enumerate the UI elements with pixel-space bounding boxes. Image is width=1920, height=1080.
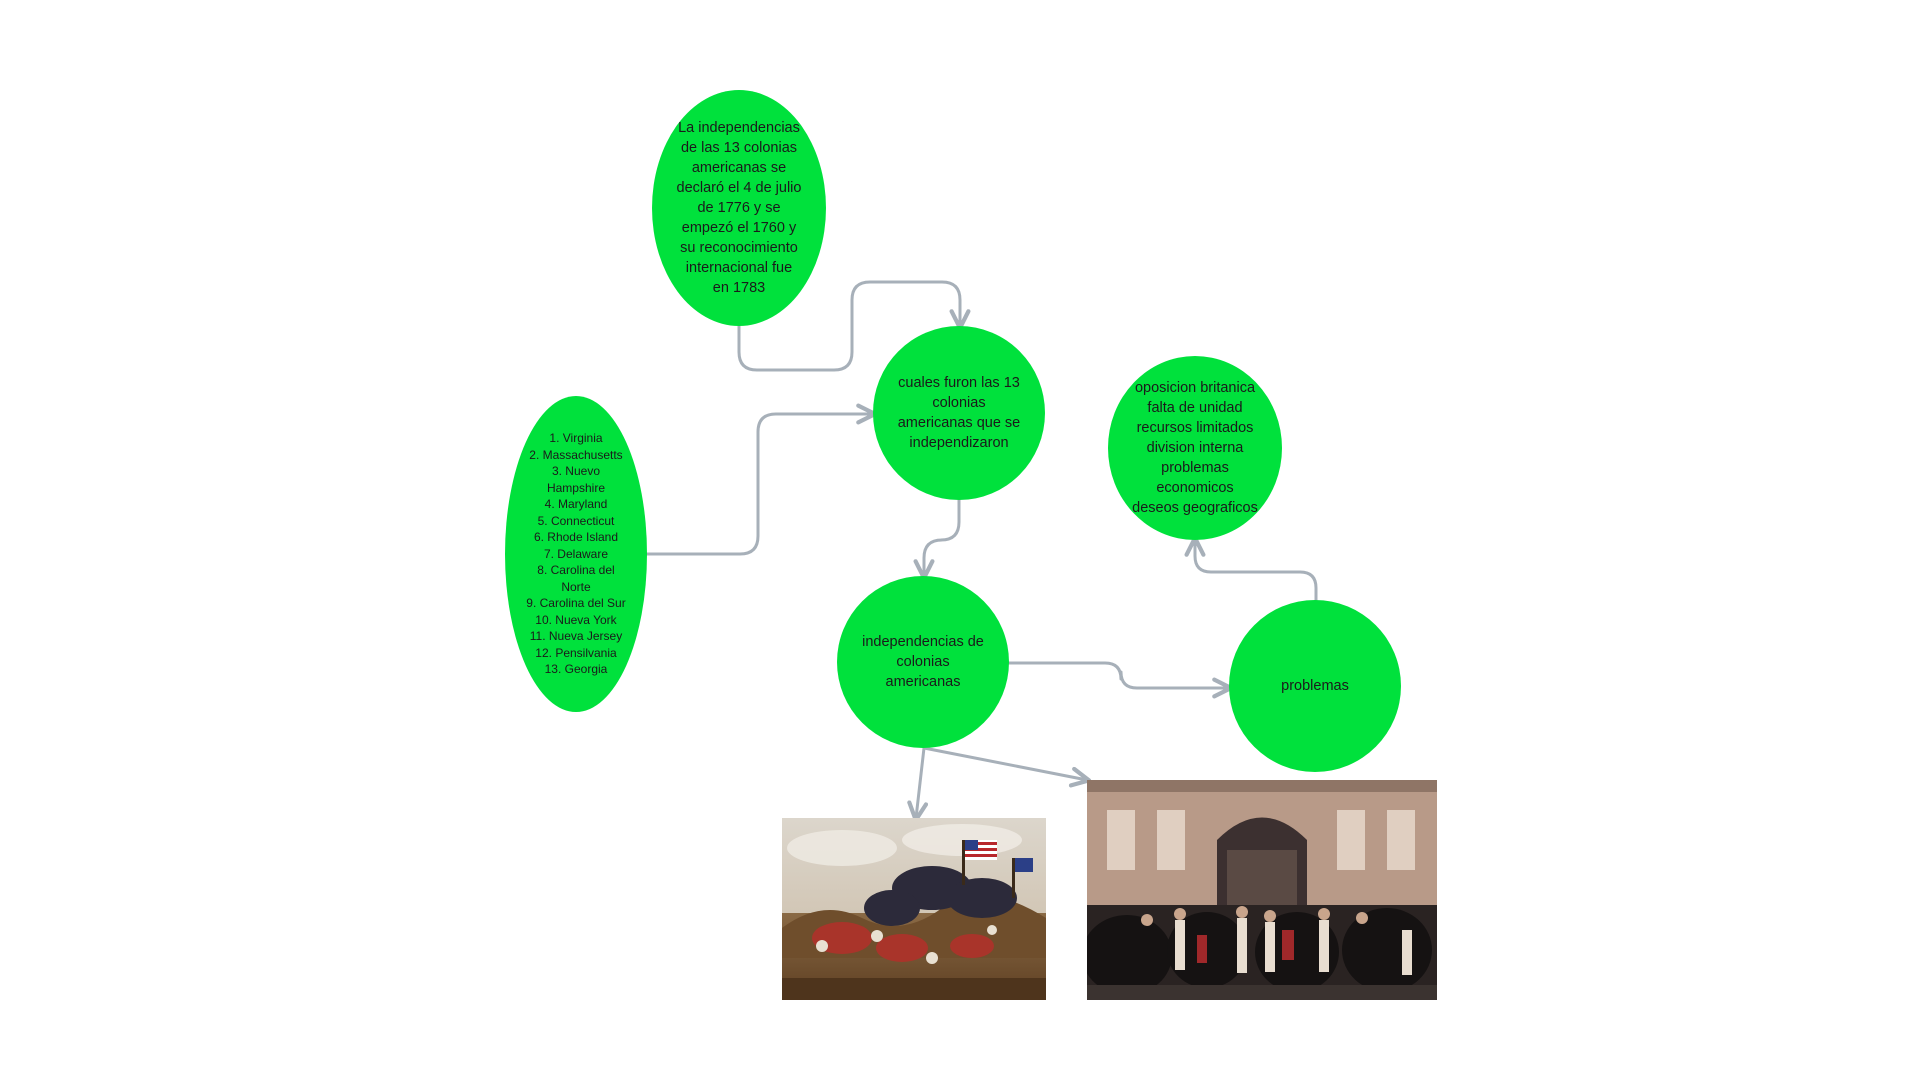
node-which-colonies[interactable]: cuales furon las 13 colonias americanas …	[873, 326, 1045, 500]
node-independence-declaration-text: La independencias de las 13 colonias ame…	[676, 120, 802, 296]
node-opposition-causes-text: oposicion britanica falta de unidad recu…	[1132, 380, 1258, 516]
crowd-painting-image[interactable]	[1087, 780, 1437, 1000]
connector-independencias-to-problemas	[1007, 661, 1234, 699]
connector-list-to-cuales	[645, 403, 878, 556]
node-independence-declaration[interactable]: La independencias de las 13 colonias ame…	[652, 90, 826, 326]
node-colonies-list[interactable]: 1. Virginia 2. Massachusetts 3. Nuevo Ha…	[505, 396, 647, 712]
connector-independencias-to-battle	[907, 746, 929, 823]
node-colonies-list-text: 1. Virginia 2. Massachusetts 3. Nuevo Ha…	[526, 431, 626, 677]
connector-independencias-to-crowd	[922, 746, 1092, 788]
node-problems-text: problemas	[1281, 678, 1349, 694]
connector-problemas-to-oposicion	[1184, 535, 1318, 602]
connector-cuales-to-independencias	[913, 498, 961, 581]
node-colonies-independence-text: independencias de colonias americanas	[862, 634, 984, 690]
node-colonies-independence[interactable]: independencias de colonias americanas	[837, 576, 1009, 748]
node-which-colonies-text: cuales furon las 13 colonias americanas …	[897, 375, 1021, 451]
node-problems[interactable]: problemas	[1229, 600, 1401, 772]
node-opposition-causes[interactable]: oposicion britanica falta de unidad recu…	[1108, 356, 1282, 540]
battle-painting-image[interactable]	[782, 818, 1046, 1000]
